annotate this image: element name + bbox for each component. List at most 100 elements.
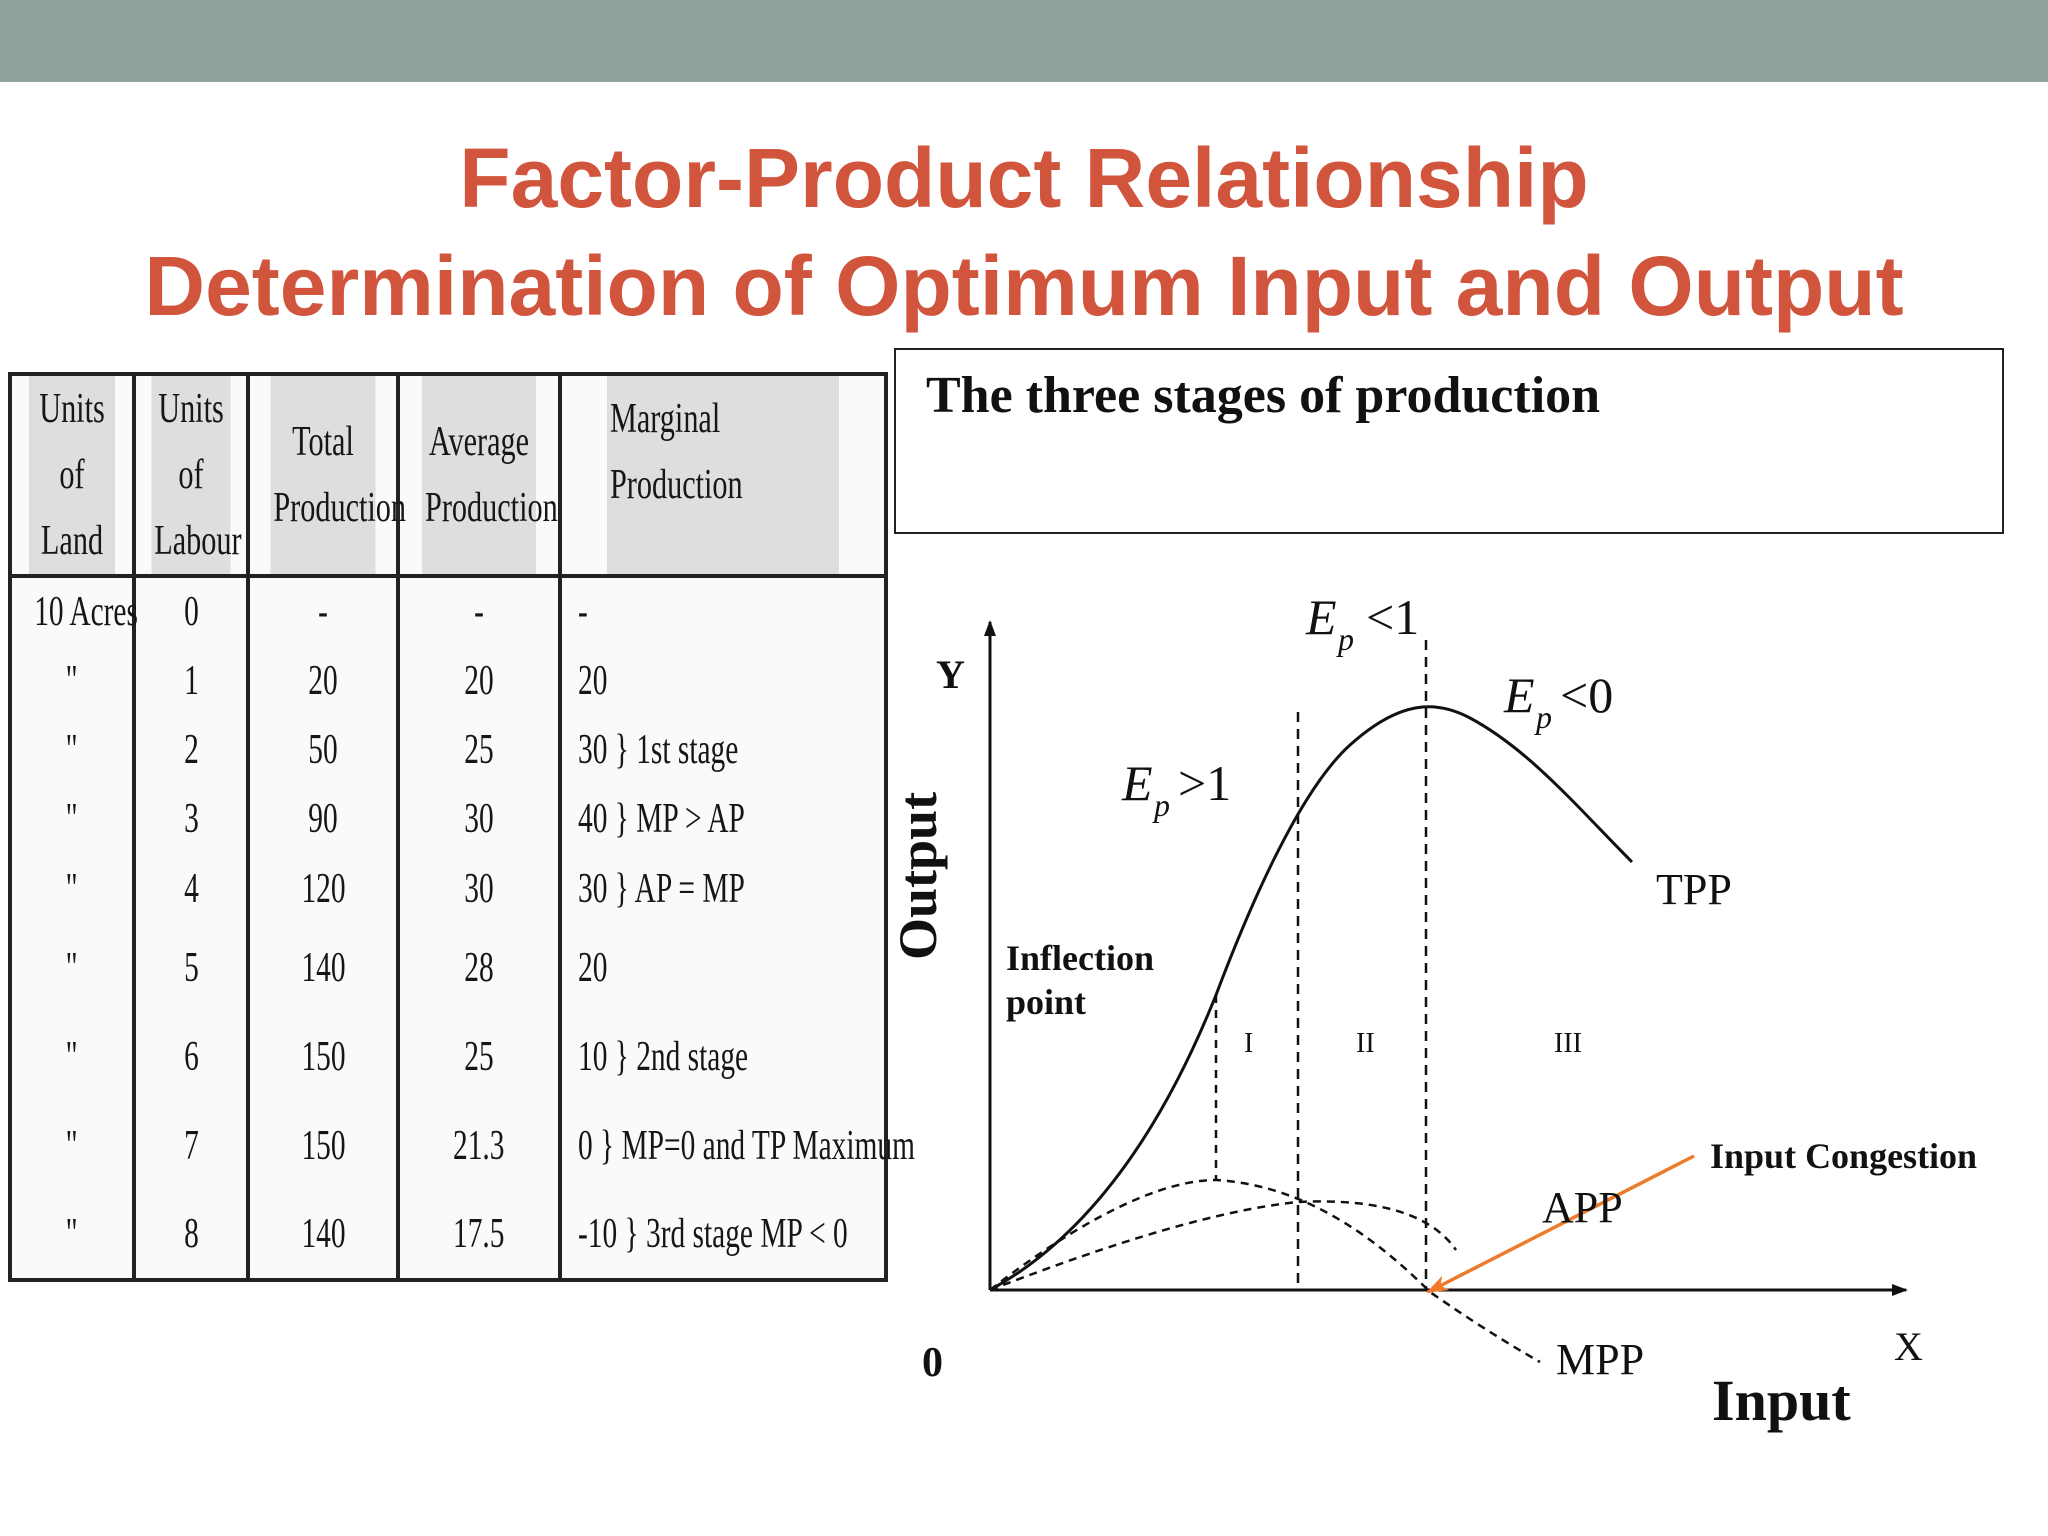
table-row: " 5 140 28 20 [8,923,888,1013]
cell-labour: 2 [132,715,250,785]
stage-note: AP = MP [634,865,745,912]
mpp-curve [989,1178,1541,1364]
stage-brace: } [617,1211,647,1258]
cell-land: " [8,1101,136,1191]
cell-marginal-production: - [558,576,888,647]
cell-labour: 8 [132,1190,250,1283]
cell-total-production: 140 [246,923,400,1013]
stage-numeral-1: I [1244,1028,1253,1059]
svg-text:p: p [1152,787,1170,823]
production-table: Units of Land Units of Labour Total Product… [8,372,915,1283]
slide-title: Factor-Product Relationship [459,131,1589,225]
inflection-label-line1: Inflection [1006,938,1154,978]
table-row: 10 Acres 0- - - [8,576,888,647]
stage-brace: } [592,1123,622,1170]
inflection-label-line2: point [1006,982,1086,1022]
input-congestion-arrow [1426,1154,1695,1294]
cell-marginal-production: 40 } MP > AP [558,784,888,854]
svg-text:E: E [1305,589,1337,645]
tpp-label: TPP [1656,865,1732,914]
cell-total-production: 150 [246,1101,400,1191]
cell-marginal-production: 20 [558,646,888,716]
cell-land: " [8,1190,136,1283]
input-congestion-label: Input Congestion [1710,1136,1977,1176]
cell-average-production: 30 [396,853,562,924]
svg-text:<1: <1 [1366,589,1419,645]
cell-marginal-production: 0 } MP=0 and TP Maximum [558,1101,915,1191]
ep-label-lt1: E p <1 [1305,589,1419,657]
tpp-curve [989,705,1634,1292]
stage-numeral-2: II [1356,1028,1375,1059]
stages-box: The three stages of production [894,348,2004,534]
stage-note: 2nd stage [636,1034,749,1081]
origin-label: 0 [922,1340,943,1386]
y-axis-letter: Y [936,652,965,697]
stage-brace: } [607,865,635,912]
top-band [0,0,2048,82]
cell-labour: 6 [132,1012,250,1102]
table-row: " 7 150 21.3 0 } MP=0 and TP Maximum [8,1101,915,1191]
cell-average-production: 20 [396,646,562,716]
cell-labour: 3 [132,784,250,854]
cell-total-production: 90 [246,784,400,854]
stage-brace: } [607,726,637,773]
cell-total-production: 50 [246,715,400,785]
header-units-of-land: Units of Land [25,372,119,578]
stage-note: MP=0 and TP Maximum [621,1123,915,1170]
cell-average-production: 25 [396,715,562,785]
svg-text:p: p [1336,621,1354,657]
y-axis-title: Output [888,792,948,960]
stage-brace: } [607,1034,637,1081]
cell-labour: 5 [132,923,250,1013]
cell-land: " [8,923,136,1013]
svg-text:E: E [1121,755,1153,811]
cell-land: " [8,853,136,924]
cell-total-production: 140 [246,1190,400,1283]
cell-marginal-production: 30 } 1st stage [558,715,888,785]
cell-average-production: 30 [396,784,562,854]
stage-note: 1st stage [636,726,739,773]
table-row: " 4 120 30 30 } AP = MP [8,853,888,924]
cell-average-production: - [396,576,562,647]
cell-average-production: 17.5 [396,1190,562,1283]
cell-marginal-production: 20 [558,923,888,1013]
cell-labour: 7 [132,1101,250,1191]
stages-title: The three stages of production [926,367,1601,424]
table-row: " 3 90 30 40 } MP > AP [8,784,888,854]
table-row: " 6 150 25 10 } 2nd stage [8,1012,888,1102]
cell-total-production: - [246,576,400,647]
cell-total-production: 150 [246,1012,400,1102]
stage-brace: } [607,795,637,842]
cell-land: 10 Acres [8,576,138,647]
x-axis-title: Input [1712,1368,1851,1433]
table-row: " 1 20 20 20 [8,646,888,716]
svg-text:p: p [1534,699,1552,735]
header-marginal-production: Marginal Production [604,372,842,578]
app-curve [989,1200,1458,1292]
cell-labour: 1 [132,646,250,716]
header-total-production: Total Production [267,372,406,578]
cell-total-production: 20 [246,646,400,716]
slide-subtitle: Determination of Optimum Input and Outpu… [144,239,1904,333]
cell-total-production: 120 [246,853,400,924]
cell-land: " [8,646,136,716]
svg-text:<0: <0 [1560,667,1613,723]
cell-marginal-production: 30 } AP = MP [558,853,888,924]
cell-labour: 4 [132,853,250,924]
cell-marginal-production: 10 } 2nd stage [558,1012,888,1102]
cell-labour: 0 [132,576,250,647]
header-units-of-labour: Units of Labour [148,372,242,578]
cell-land: " [8,715,136,785]
cell-marginal-production: -10 } 3rd stage MP < 0 [558,1190,888,1283]
svg-text:E: E [1503,667,1535,723]
stage-note: MP > AP [636,795,745,842]
x-axis-letter: X [1894,1324,1923,1369]
svg-text:>1: >1 [1178,755,1231,811]
ep-label-gt1: E p >1 [1121,755,1231,823]
cell-average-production: 25 [396,1012,562,1102]
cell-average-production: 28 [396,923,562,1013]
cell-average-production: 21.3 [396,1101,562,1191]
app-label: APP [1542,1183,1623,1232]
header-average-production: Average Production [419,372,558,578]
ep-label-lt0: E p <0 [1503,667,1613,735]
